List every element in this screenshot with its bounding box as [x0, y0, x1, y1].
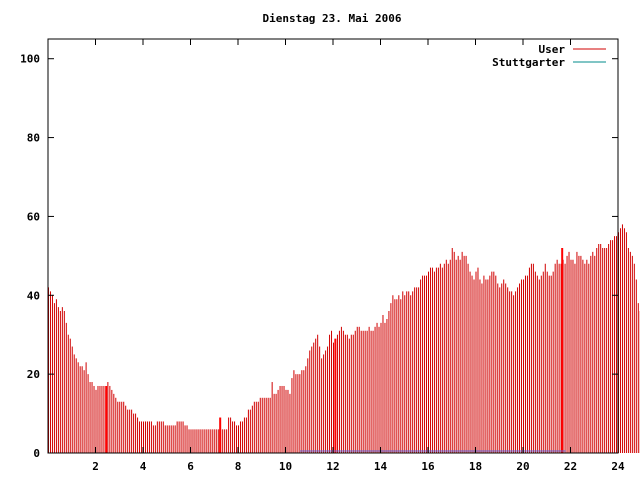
y-tick-label: 60 — [27, 210, 40, 223]
legend-label: Stuttgarter — [492, 56, 565, 69]
x-tick-label: 14 — [374, 460, 388, 473]
x-tick-label: 20 — [516, 460, 529, 473]
y-tick-label: 0 — [33, 447, 40, 460]
x-tick-label: 10 — [279, 460, 292, 473]
x-tick-label: 4 — [140, 460, 147, 473]
legend-label: User — [539, 43, 566, 56]
y-tick-label: 80 — [27, 132, 40, 145]
x-tick-label: 24 — [611, 460, 625, 473]
x-tick-label: 6 — [187, 460, 194, 473]
x-tick-label: 16 — [421, 460, 435, 473]
x-tick-label: 12 — [326, 460, 339, 473]
highlight-markers — [105, 247, 566, 453]
x-tick-label: 2 — [92, 460, 99, 473]
x-tick-label: 22 — [564, 460, 577, 473]
y-tick-label: 40 — [27, 289, 40, 302]
x-tick-label: 18 — [469, 460, 482, 473]
x-tick-label: 8 — [235, 460, 242, 473]
y-tick-label: 100 — [20, 53, 40, 66]
chart-title: Dienstag 23. Mai 2006 — [262, 12, 401, 25]
y-tick-label: 20 — [27, 368, 40, 381]
